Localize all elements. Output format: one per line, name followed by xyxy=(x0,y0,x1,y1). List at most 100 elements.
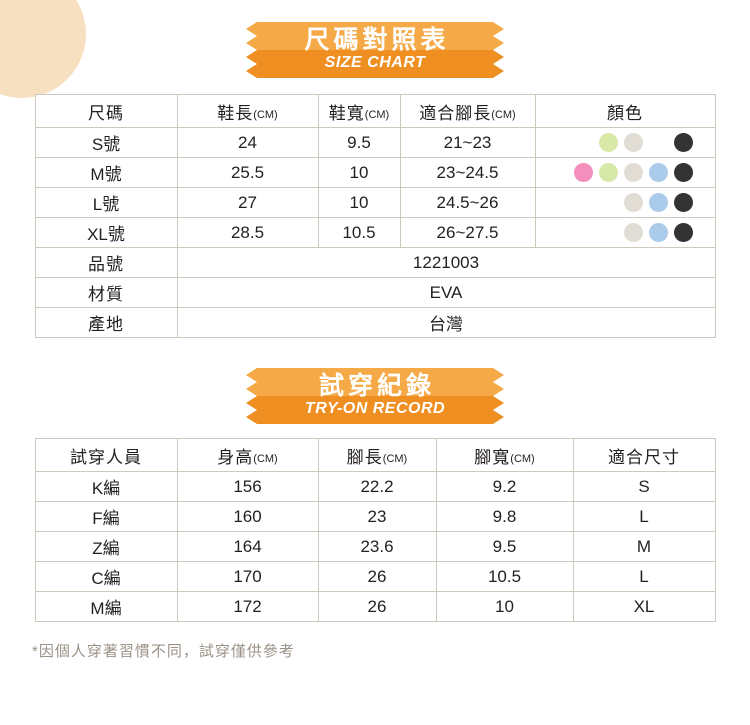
cell-foot-length: 23.6 xyxy=(317,531,437,562)
cell-size: L xyxy=(572,501,716,532)
cell-colors xyxy=(534,217,716,248)
cell-foot-width: 9.2 xyxy=(435,471,574,502)
color-swatch-empty xyxy=(574,193,593,212)
cell-foot: 23~24.5 xyxy=(399,157,536,188)
info-label: 產地 xyxy=(34,307,178,338)
cell-size: M號 xyxy=(34,157,178,188)
cell-foot-width: 10.5 xyxy=(435,561,574,592)
color-swatch-empty xyxy=(649,133,668,152)
size-chart-table-wrap: 尺碼 鞋長(CM) 鞋寬(CM) 適合腳長(CM) 顏色 S號 24 9.5 21~2… xyxy=(0,94,750,338)
color-swatch-blue[interactable] xyxy=(648,193,668,212)
header-cell-height: 身高(CM) xyxy=(176,438,319,472)
color-swatch-beige[interactable] xyxy=(623,193,643,212)
table-row: M編 172 26 10 XL xyxy=(34,591,716,622)
cell-person: C編 xyxy=(34,561,178,592)
size-chart-banner-wrap: 尺碼對照表 SIZE CHART xyxy=(0,22,750,78)
info-value: 1221003 xyxy=(176,247,716,278)
header-label: 身高 xyxy=(217,447,254,467)
cell-length: 28.5 xyxy=(176,217,319,248)
cell-size: M xyxy=(572,531,716,562)
try-on-table-wrap: 試穿人員 身高(CM) 腳長(CM) 腳寬(CM) 適合尺寸 K編 156 22.2… xyxy=(0,438,750,622)
cell-height: 156 xyxy=(176,471,319,502)
cell-foot-length: 26 xyxy=(317,561,437,592)
cell-height: 160 xyxy=(176,501,319,532)
color-swatch-beige[interactable] xyxy=(623,223,643,242)
cell-size: L號 xyxy=(34,187,178,218)
header-unit: (CM) xyxy=(253,108,278,121)
cell-length: 27 xyxy=(176,187,319,218)
banner-zigzag-left xyxy=(246,22,257,78)
try-on-record-table: 試穿人員 身高(CM) 腳長(CM) 腳寬(CM) 適合尺寸 K編 156 22.2… xyxy=(34,438,716,622)
info-row: 產地 台灣 xyxy=(34,307,716,338)
info-label: 材質 xyxy=(34,277,178,308)
color-swatch-group xyxy=(536,133,715,152)
color-swatch-beige[interactable] xyxy=(623,163,643,182)
header-cell-tester: 試穿人員 xyxy=(34,438,178,472)
color-swatch-empty xyxy=(574,133,593,152)
size-chart-table: 尺碼 鞋長(CM) 鞋寬(CM) 適合腳長(CM) 顏色 S號 24 9.5 21~2… xyxy=(34,94,716,338)
footnote-text: *因個人穿著習慣不同，試穿僅供參考 xyxy=(32,643,295,660)
cell-foot: 24.5~26 xyxy=(399,187,536,218)
cell-foot-length: 23 xyxy=(317,501,437,532)
color-swatch-group xyxy=(536,193,715,212)
cell-size: L xyxy=(572,561,716,592)
color-swatch-blue[interactable] xyxy=(648,163,668,182)
header-cell-suitable-size: 適合尺寸 xyxy=(572,438,716,472)
table-row: C編 170 26 10.5 L xyxy=(34,561,716,592)
table-row: K編 156 22.2 9.2 S xyxy=(34,471,716,502)
try-on-record-body: K編 156 22.2 9.2 S F編 160 23 9.8 L Z編 164 23.6 9.5 M C編 1… xyxy=(34,471,716,622)
size-chart-page: 尺碼對照表 SIZE CHART 尺碼 鞋長(CM) 鞋寬(CM) 適合腳長(C… xyxy=(0,22,750,661)
size-chart-body: S號 24 9.5 21~23 M號 25.5 10 23~24.5 L號 27 10 24.5~26… xyxy=(34,127,716,338)
color-swatch-blue[interactable] xyxy=(648,223,668,242)
color-swatch-group xyxy=(536,223,715,242)
cell-person: Z編 xyxy=(34,531,178,562)
header-cell-shoe-width: 鞋寬(CM) xyxy=(317,94,401,128)
color-swatch-green[interactable] xyxy=(598,133,618,152)
cell-foot-length: 22.2 xyxy=(317,471,437,502)
info-row: 材質 EVA xyxy=(34,277,716,308)
cell-size: XL xyxy=(572,591,716,622)
table-row: Z編 164 23.6 9.5 M xyxy=(34,531,716,562)
header-unit: (CM) xyxy=(382,452,408,465)
cell-person: K編 xyxy=(34,471,178,502)
size-chart-header-row: 尺碼 鞋長(CM) 鞋寬(CM) 適合腳長(CM) 顏色 xyxy=(34,94,716,128)
color-swatch-black[interactable] xyxy=(673,223,693,242)
try-on-title-en: TRY-ON RECORD xyxy=(304,399,446,417)
size-chart-title-cn: 尺碼對照表 xyxy=(304,26,450,55)
cell-height: 170 xyxy=(176,561,319,592)
cell-size: XL號 xyxy=(34,217,178,248)
header-label: 適合腳長 xyxy=(419,103,492,123)
header-cell-size: 尺碼 xyxy=(34,94,178,128)
banner-band-top xyxy=(246,22,504,50)
header-unit: (CM) xyxy=(510,452,535,465)
banner-zigzag-right xyxy=(493,22,504,78)
header-cell-foot-length: 適合腳長(CM) xyxy=(399,94,536,128)
cell-width: 9.5 xyxy=(317,127,401,158)
cell-width: 10.5 xyxy=(317,217,401,248)
color-swatch-beige[interactable] xyxy=(623,133,643,152)
color-swatch-black[interactable] xyxy=(673,163,693,182)
cell-size: S xyxy=(572,471,716,502)
header-label: 尺碼 xyxy=(88,103,124,123)
size-chart-title-en: SIZE CHART xyxy=(324,53,426,71)
color-swatch-black[interactable] xyxy=(673,193,693,212)
info-row: 品號 1221003 xyxy=(34,247,716,278)
header-label: 適合尺寸 xyxy=(608,447,680,467)
color-swatch-green[interactable] xyxy=(598,163,618,182)
size-chart-banner: 尺碼對照表 SIZE CHART xyxy=(246,22,504,78)
color-swatch-pink[interactable] xyxy=(573,163,593,182)
cell-width: 10 xyxy=(317,157,401,188)
header-label: 試穿人員 xyxy=(70,447,142,467)
cell-width: 10 xyxy=(317,187,401,218)
table-row: XL號 28.5 10.5 26~27.5 xyxy=(34,217,716,248)
try-on-title-cn: 試穿紀錄 xyxy=(318,372,435,401)
header-cell-color: 顏色 xyxy=(534,94,716,128)
cell-foot-width: 9.5 xyxy=(435,531,574,562)
cell-colors xyxy=(534,127,716,158)
header-unit: (CM) xyxy=(253,452,278,465)
cell-height: 164 xyxy=(176,531,319,562)
cell-foot-width: 9.8 xyxy=(435,501,574,532)
cell-person: F編 xyxy=(34,501,178,532)
cell-height: 172 xyxy=(176,591,319,622)
color-swatch-black[interactable] xyxy=(673,133,693,152)
